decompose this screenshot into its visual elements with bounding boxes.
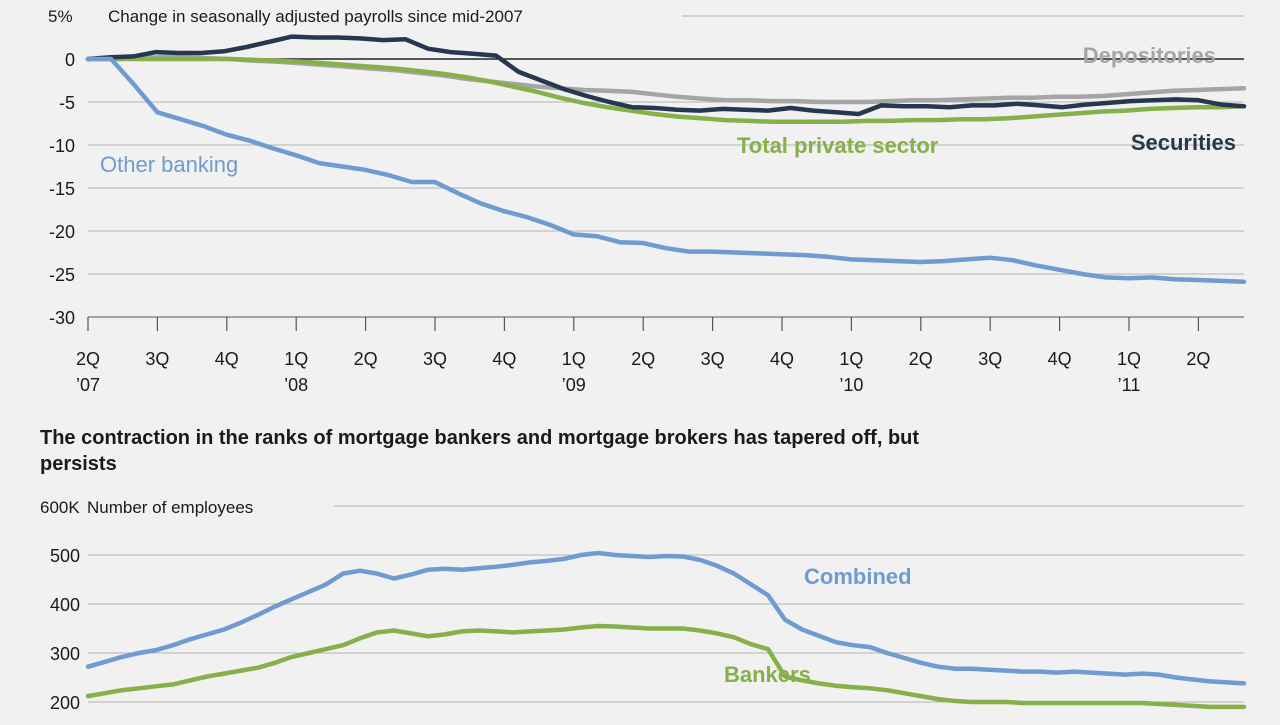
series-line-bankers [85,623,1247,710]
x-tick-label: 3Q [701,349,725,369]
y-tick-label: 0 [65,50,75,70]
label-securities: Securities [1131,130,1236,155]
x-tick-label: 2Q [631,349,655,369]
series-line-securities [85,34,1247,117]
bottom-tick-prefix: 600K [40,498,80,517]
label-total-private-sector: Total private sector [737,133,939,158]
x-tick-label: 2Q [1186,349,1210,369]
top-chart-title: Change in seasonally adjusted payrolls s… [108,7,523,26]
top-series-lines [85,34,1247,284]
x-tick-label: 4Q [215,349,239,369]
x-tick-label: 2Q [76,349,100,369]
x-tick-year-label: ’10 [839,375,863,395]
y-tick-label: 300 [50,644,80,664]
x-tick-label: 2Q [354,349,378,369]
y-tick-label: 200 [50,693,80,713]
x-tick-label: 4Q [770,349,794,369]
x-tick-label: 1Q [1117,349,1141,369]
label-depositories: Depositories [1083,43,1216,68]
y-tick-label: -10 [49,136,75,156]
bottom-heading-line-2: persists [40,453,117,475]
x-tick-label: 3Q [423,349,447,369]
y-tick-label: -15 [49,179,75,199]
y-tick-label: 500 [50,546,80,566]
x-tick-label: 1Q [284,349,308,369]
x-tick-year-label: ’09 [562,375,586,395]
series-line-total-private-sector [85,56,1247,125]
x-tick-label: 1Q [839,349,863,369]
top-x-tick-labels: 2Q ’07 3Q 4Q 1Q ’08 2Q 3Q 4Q 1Q ’09 2Q 3Q 4Q 1Q ’10 2Q 3Q… [76,349,1210,395]
bottom-y-tick-labels: 500 400 300 200 [50,546,80,713]
x-tick-year-label: ’11 [1118,375,1141,395]
label-bankers: Bankers [724,662,811,687]
x-tick-year-label: ’08 [284,375,308,395]
y-tick-label: 400 [50,595,80,615]
bottom-chart-title: Number of employees [87,498,253,517]
top-x-axis [87,316,1244,331]
y-tick-label: -25 [49,265,75,285]
top-y-tick-labels: 0 -5 -10 -15 -20 -25 -30 [49,50,75,328]
top-tick-prefix: 5% [48,7,73,26]
y-tick-label: -20 [49,222,75,242]
x-tick-label: 1Q [562,349,586,369]
label-other-banking: Other banking [100,152,238,177]
bottom-heading-line-1: The contraction in the ranks of mortgage… [40,427,919,449]
label-combined: Combined [804,564,912,589]
series-line-combined [85,550,1247,686]
series-line-other-banking [85,56,1247,284]
x-tick-label: 3Q [145,349,169,369]
x-tick-year-label: ’07 [76,375,100,395]
x-tick-label: 4Q [492,349,516,369]
x-tick-label: 4Q [1048,349,1072,369]
x-tick-label: 3Q [978,349,1002,369]
y-tick-label: -30 [49,308,75,328]
bottom-series-lines [85,550,1247,710]
x-tick-label: 2Q [909,349,933,369]
y-tick-label: -5 [59,93,75,113]
bottom-heading: The contraction in the ranks of mortgage… [40,427,925,475]
